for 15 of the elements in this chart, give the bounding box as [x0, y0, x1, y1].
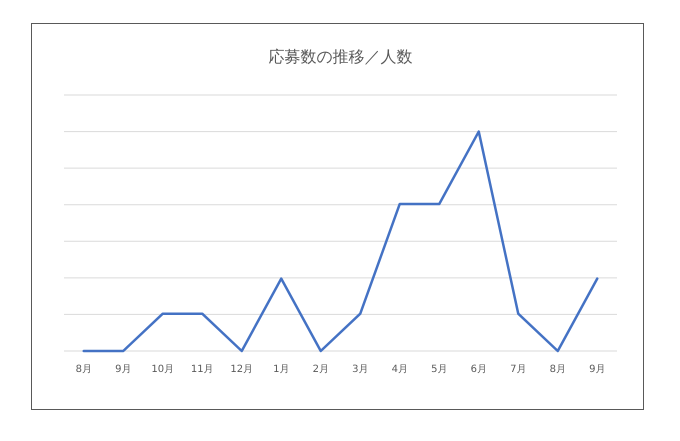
x-tick-label: 7月	[510, 364, 526, 375]
x-tick-label: 1月	[273, 364, 290, 375]
x-tick-label: 9月	[589, 364, 606, 375]
x-tick-label: 8月	[76, 364, 92, 375]
x-tick-label: 8月	[550, 364, 566, 375]
x-tick-label: 3月	[352, 364, 368, 375]
x-tick-label: 6月	[470, 364, 487, 375]
x-tick-label: 10月	[151, 364, 174, 375]
x-tick-label: 2月	[312, 364, 329, 375]
chart-title: 応募数の推移／人数	[268, 47, 412, 66]
x-tick-label: 12月	[230, 364, 254, 375]
x-tick-label: 4月	[392, 364, 408, 375]
x-tick-label: 9月	[115, 364, 132, 375]
x-tick-label: 5月	[431, 364, 448, 375]
x-tick-label: 11月	[190, 364, 214, 375]
